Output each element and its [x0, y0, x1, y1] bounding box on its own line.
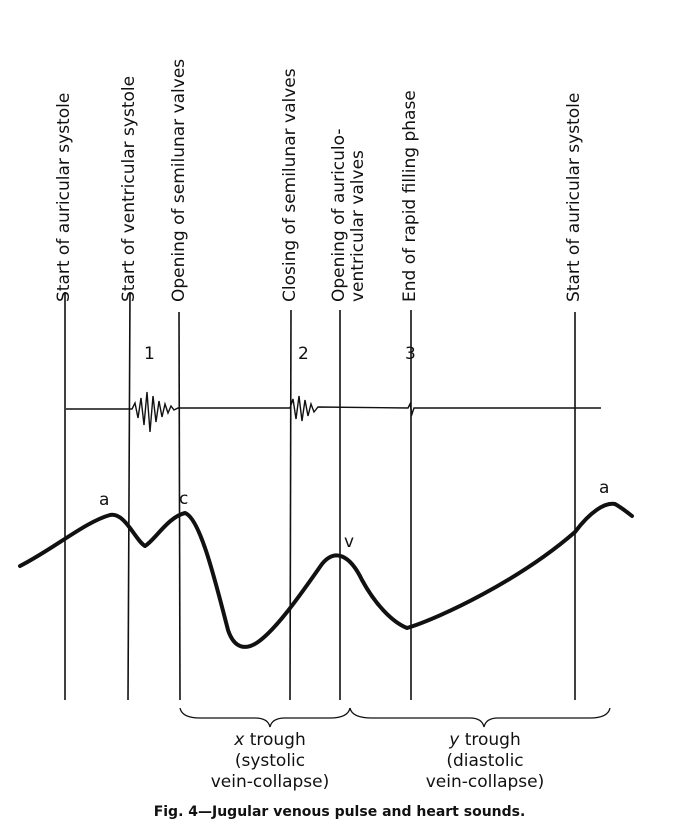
wave-v-label: v — [344, 532, 355, 552]
wave-c-label: c — [179, 489, 189, 509]
jugular-pulse-curve — [18, 501, 634, 649]
heart-sound-1-label: 1 — [144, 344, 155, 364]
label-closing-semilunar: Closing of semilunar valves — [280, 68, 300, 302]
heart-sound-trace — [66, 391, 601, 433]
x-trough-word: trough — [249, 730, 306, 750]
label-start-auricular-systole-2: Start of auricular systole — [564, 92, 584, 302]
event-line-opening-semilunar — [178, 311, 181, 701]
x-trough-desc-1: (systolic — [234, 751, 306, 771]
event-line-start-ventricular-systole — [127, 291, 131, 701]
label-opening-semilunar: Opening of semilunar valves — [169, 58, 189, 302]
x-trough-desc-2: vein-collapse) — [210, 772, 330, 792]
label-end-rapid-filling: End of rapid filling phase — [400, 90, 420, 302]
x-trough-label: x trough (systolic vein-collapse) — [180, 730, 360, 793]
label-start-ventricular-systole: Start of ventricular systole — [119, 75, 139, 302]
wave-a-label: a — [99, 490, 110, 510]
event-lines — [64, 291, 576, 701]
y-trough-word: trough — [464, 730, 521, 750]
y-trough-bracket — [349, 707, 611, 728]
heart-sound-2-label: 2 — [298, 344, 309, 364]
event-line-closing-semilunar — [289, 309, 292, 701]
y-trough-desc-1: (diastolic — [446, 751, 524, 771]
figure-caption: Fig. 4—Jugular venous pulse and heart so… — [153, 804, 526, 820]
label-opening-av: Opening of auriculo-ventricular valves — [329, 128, 368, 303]
y-trough-label: y trough (diastolic vein-collapse) — [395, 730, 575, 793]
heart-sound-3-label: 3 — [405, 344, 416, 364]
y-trough-symbol: y — [449, 730, 460, 750]
x-trough-symbol: x — [234, 730, 245, 750]
y-trough-desc-2: vein-collapse) — [425, 772, 545, 792]
x-trough-bracket — [179, 707, 351, 728]
label-start-auricular-systole-1: Start of auricular systole — [54, 92, 74, 302]
wave-a2-label: a — [599, 478, 610, 498]
